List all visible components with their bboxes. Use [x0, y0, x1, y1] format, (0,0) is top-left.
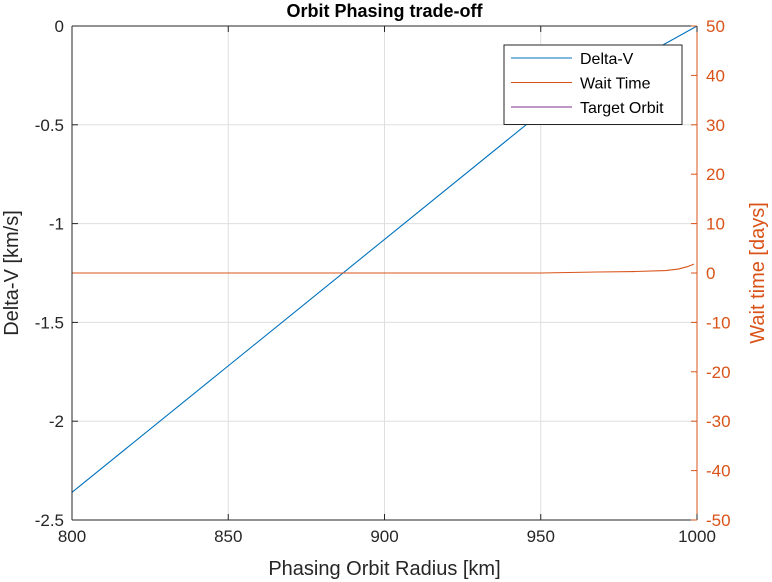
y-right-tick-label: 30 [706, 116, 725, 135]
x-axis-label: Phasing Orbit Radius [km] [268, 558, 500, 580]
legend-label: Target Orbit [580, 100, 664, 117]
x-tick-label: 950 [527, 527, 555, 546]
y-left-axis-label: Delta-V [km/s] [1, 210, 23, 336]
y-right-tick-label: 10 [706, 215, 725, 234]
legend-label: Wait Time [580, 76, 651, 93]
y-right-tick-label: -40 [706, 462, 731, 481]
series-line-wait-time [72, 263, 695, 274]
chart-title: Orbit Phasing trade-off [286, 1, 483, 21]
y-right-tick-label: -20 [706, 363, 731, 382]
x-tick-label: 850 [214, 527, 242, 546]
axes-layer [71, 25, 698, 521]
y-right-tick-label: -50 [706, 511, 731, 530]
y-left-tick-label: -2.5 [35, 511, 64, 530]
y-right-tick-label: 20 [706, 165, 725, 184]
y-right-tick-label: 40 [706, 66, 725, 85]
y-right-tick-label: 50 [706, 17, 725, 36]
legend-label: Delta-V [580, 51, 634, 68]
x-tick-label: 900 [370, 527, 398, 546]
y-right-tick-label: 0 [706, 264, 715, 283]
y-right-tick-label: -10 [706, 313, 731, 332]
legend-layer: Delta-V Wait Time Target Orbit [503, 44, 683, 125]
y-left-tick-label: -2 [49, 412, 64, 431]
y-left-tick-label: -0.5 [35, 116, 64, 135]
x-tick-label: 1000 [678, 527, 716, 546]
y-left-tick-label: -1 [49, 215, 64, 234]
y-left-tick-label: 0 [55, 17, 64, 36]
y-right-axis-label: Wait time [days] [747, 202, 769, 344]
y-right-tick-label: -30 [706, 412, 731, 431]
x-tick-label: 800 [58, 527, 86, 546]
y-left-tick-label: -1.5 [35, 313, 64, 332]
